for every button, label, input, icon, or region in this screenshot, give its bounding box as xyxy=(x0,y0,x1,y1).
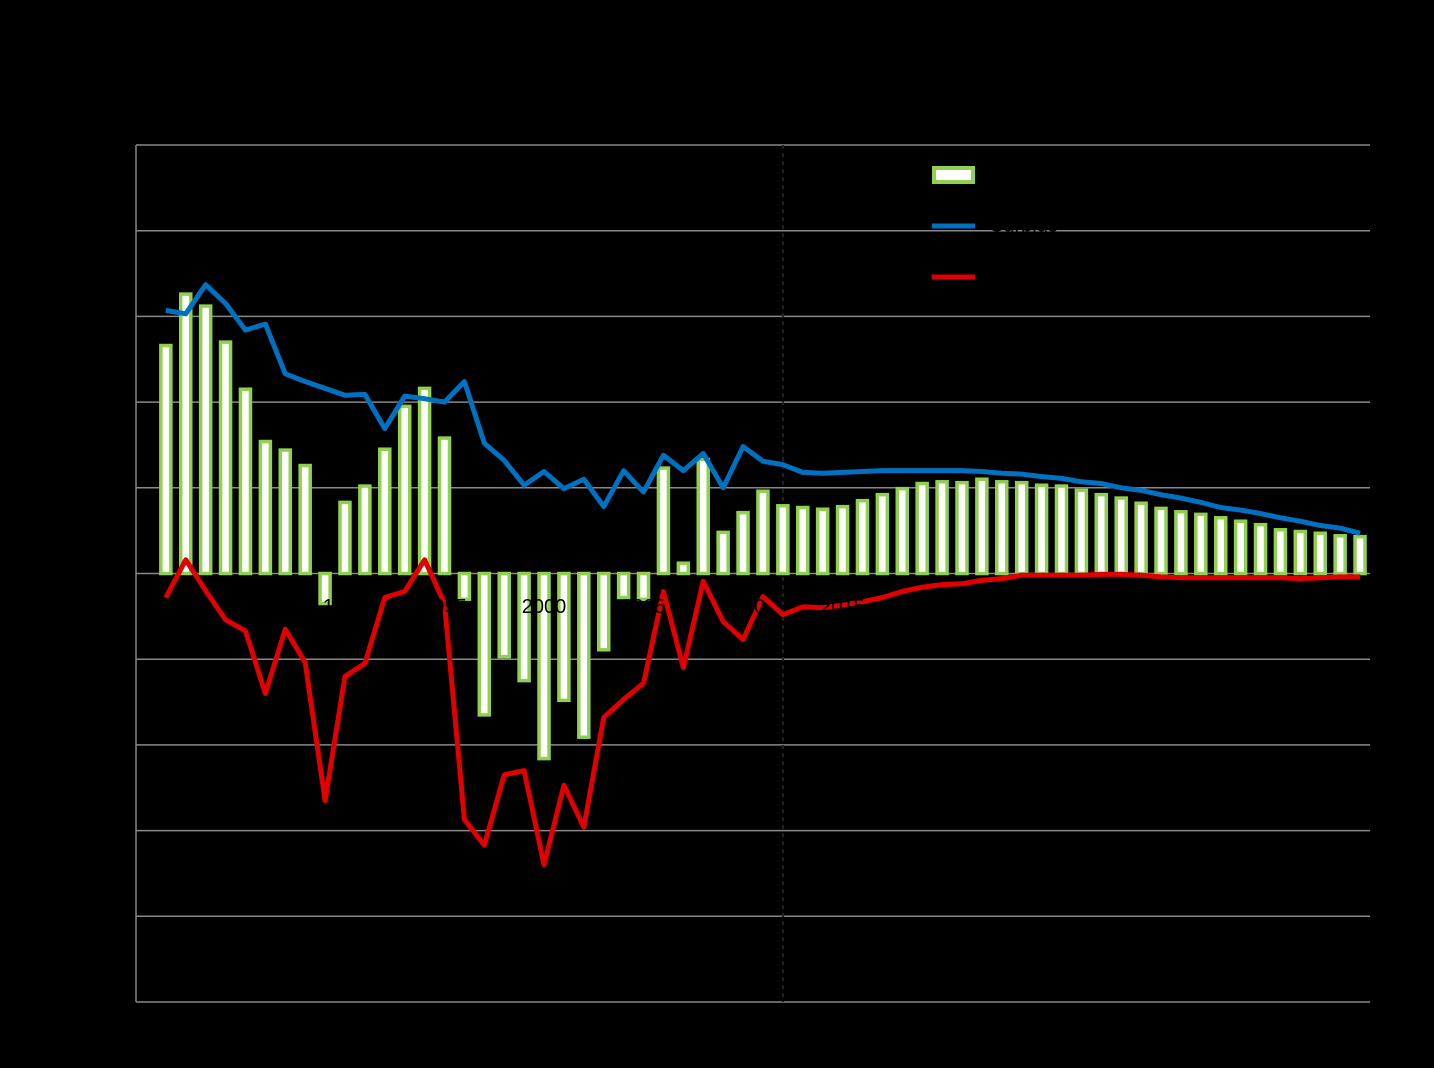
bar xyxy=(955,480,969,576)
bar xyxy=(497,571,511,659)
bar xyxy=(537,571,551,761)
x-tick-label: 2030 xyxy=(1119,596,1164,618)
bar xyxy=(1194,512,1208,576)
bar xyxy=(895,486,910,576)
bar xyxy=(1074,488,1089,576)
bar xyxy=(875,492,890,576)
bar xyxy=(855,498,870,576)
y-tick-label: 4 xyxy=(115,219,126,241)
bar xyxy=(437,436,452,576)
bar xyxy=(1114,496,1128,576)
legend-label: Balance xyxy=(990,163,1062,185)
bar xyxy=(656,466,671,576)
grid xyxy=(135,144,1370,1003)
bar xyxy=(1253,522,1268,576)
bar xyxy=(756,489,770,576)
legend-label: Surplus xyxy=(990,214,1058,236)
x-tick-label: 2010 xyxy=(721,596,766,618)
bar xyxy=(1233,519,1248,576)
bar xyxy=(179,292,193,576)
bar xyxy=(298,463,312,576)
bar xyxy=(318,571,332,606)
bar xyxy=(238,387,253,576)
legend-swatch xyxy=(932,166,975,184)
bar xyxy=(1174,510,1188,576)
x-tick-label: 2015 xyxy=(820,596,865,618)
bar xyxy=(159,343,173,576)
x-tick-label: 2040 xyxy=(1318,596,1363,618)
bar xyxy=(258,439,273,576)
line xyxy=(163,557,1361,868)
bar xyxy=(975,477,989,576)
y-tick-label: -3 xyxy=(108,819,126,841)
x-tick-label: 2025 xyxy=(1019,596,1064,618)
y-tick-label: 0 xyxy=(115,562,126,584)
bar xyxy=(676,561,691,576)
bar xyxy=(218,340,233,576)
bar xyxy=(557,571,571,703)
bar xyxy=(1293,529,1308,576)
bar xyxy=(417,386,432,576)
bar xyxy=(397,404,412,576)
y-tick-label: 1 xyxy=(115,476,126,498)
bar xyxy=(338,500,352,576)
bar xyxy=(1154,506,1168,576)
bar xyxy=(736,510,750,576)
x-tick-label: 2005 xyxy=(621,596,666,618)
bar xyxy=(517,571,531,683)
bar xyxy=(716,530,730,576)
x-tick-label: 1985 xyxy=(223,596,268,618)
legend-label: Deficit xyxy=(990,265,1046,287)
y-tick-label: -4 xyxy=(108,905,126,927)
y-tick-label: 2 xyxy=(115,390,126,412)
labels: -5 -4 -3 -2 -1 0 1 2 3 4 5 1985 1990 1995 2000 2005 2010… xyxy=(108,133,1362,1012)
y-tick-label: 5 xyxy=(115,133,126,155)
bar xyxy=(796,505,810,576)
bar xyxy=(1213,516,1228,576)
bar xyxy=(1014,480,1029,576)
bar xyxy=(935,480,949,576)
bar xyxy=(616,571,631,600)
bar xyxy=(198,304,213,576)
bar xyxy=(1094,492,1109,576)
bar xyxy=(815,507,830,576)
bar xyxy=(477,571,492,717)
bar xyxy=(696,457,710,576)
x-tick-label: 2035 xyxy=(1218,596,1263,618)
y-tick-label: -1 xyxy=(108,647,126,669)
bar xyxy=(835,504,850,576)
bar xyxy=(1333,534,1347,576)
bar xyxy=(1273,528,1288,576)
bar xyxy=(915,481,929,576)
bar xyxy=(995,480,1009,576)
x-tick-label: 2000 xyxy=(522,596,567,618)
bar xyxy=(1353,534,1367,576)
bar xyxy=(577,571,591,739)
bar xyxy=(596,571,611,652)
bar xyxy=(378,447,392,576)
y-tick-label: -2 xyxy=(108,733,126,755)
x-tick-label: 1990 xyxy=(323,596,368,618)
bar xyxy=(636,571,651,601)
bar xyxy=(776,504,790,576)
line xyxy=(165,282,1361,536)
bar xyxy=(1134,501,1148,576)
bar xyxy=(278,448,293,576)
bar xyxy=(1054,484,1069,576)
y-tick-label: -5 xyxy=(108,990,126,1012)
bar xyxy=(1313,531,1327,576)
marks xyxy=(159,282,1367,868)
bar xyxy=(457,571,472,601)
x-tick-label: 2020 xyxy=(920,596,965,618)
bar xyxy=(358,484,372,576)
y-tick-label: 3 xyxy=(115,305,126,327)
bar xyxy=(1034,483,1049,576)
x-tick-label: 1995 xyxy=(422,596,467,618)
